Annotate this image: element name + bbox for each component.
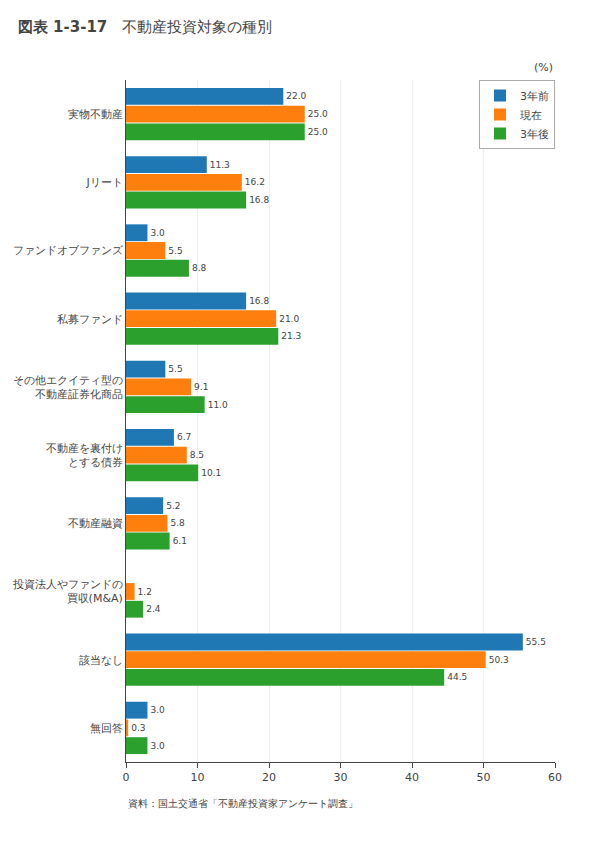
svg-text:10.1: 10.1 (201, 468, 221, 478)
svg-text:8.5: 8.5 (190, 450, 204, 460)
svg-text:該当なし: 該当なし (79, 654, 123, 667)
svg-text:5.2: 5.2 (166, 501, 180, 511)
svg-text:ファンドオブファンズ: ファンドオブファンズ (13, 244, 124, 257)
svg-text:50.3: 50.3 (489, 655, 509, 665)
svg-text:11.3: 11.3 (210, 160, 230, 170)
svg-text:資料：国土交通省「不動産投資家アンケート調査」: 資料：国土交通省「不動産投資家アンケート調査」 (128, 798, 358, 809)
svg-text:3年後: 3年後 (520, 128, 549, 141)
svg-text:8.8: 8.8 (192, 263, 207, 273)
svg-text:25.0: 25.0 (308, 109, 328, 119)
svg-text:60: 60 (548, 771, 562, 784)
svg-text:(%): (%) (534, 61, 553, 74)
svg-text:16.2: 16.2 (245, 177, 265, 187)
svg-text:3年前: 3年前 (520, 90, 549, 103)
svg-text:6.1: 6.1 (173, 536, 187, 546)
svg-text:その他エクイティ型の不動産証券化商品: その他エクイティ型の不動産証券化商品 (13, 374, 123, 401)
svg-text:5.8: 5.8 (170, 518, 185, 528)
svg-text:3.0: 3.0 (150, 228, 165, 238)
svg-text:2.4: 2.4 (146, 604, 161, 614)
svg-text:投資法人やファンドの買収(M&A): 投資法人やファンドの買収(M&A) (12, 578, 123, 605)
svg-text:55.5: 55.5 (526, 637, 546, 647)
svg-text:図表 1-3-17 不動産投資対象の種別: 図表 1-3-17 不動産投資対象の種別 (18, 18, 272, 36)
svg-text:25.0: 25.0 (308, 127, 328, 137)
svg-text:現在: 現在 (520, 109, 542, 122)
svg-text:5.5: 5.5 (168, 364, 182, 374)
svg-text:16.8: 16.8 (249, 296, 269, 306)
svg-text:0: 0 (123, 771, 130, 784)
svg-text:21.0: 21.0 (279, 314, 299, 324)
svg-text:1.2: 1.2 (138, 587, 152, 597)
svg-text:50: 50 (477, 771, 491, 784)
svg-text:6.7: 6.7 (177, 432, 191, 442)
svg-text:Jリート: Jリート (86, 176, 123, 189)
svg-text:0.3: 0.3 (131, 723, 145, 733)
svg-text:30: 30 (334, 771, 348, 784)
svg-text:44.5: 44.5 (447, 672, 467, 682)
svg-text:実物不動産: 実物不動産 (68, 108, 123, 121)
svg-text:20: 20 (262, 771, 276, 784)
svg-text:22.0: 22.0 (286, 91, 306, 101)
svg-text:3.0: 3.0 (150, 705, 165, 715)
svg-text:3.0: 3.0 (150, 741, 165, 751)
svg-text:11.0: 11.0 (208, 400, 228, 410)
svg-text:10: 10 (191, 771, 205, 784)
svg-text:40: 40 (405, 771, 419, 784)
svg-text:5.5: 5.5 (168, 246, 182, 256)
svg-text:16.8: 16.8 (249, 195, 269, 205)
svg-text:9.1: 9.1 (194, 382, 208, 392)
svg-text:私募ファンド: 私募ファンド (57, 313, 123, 326)
svg-text:不動産融資: 不動産融資 (68, 517, 123, 530)
svg-text:不動産を裏付けとする債券: 不動産を裏付けとする債券 (46, 442, 123, 469)
svg-text:無回答: 無回答 (90, 722, 123, 735)
svg-text:21.3: 21.3 (281, 331, 301, 341)
